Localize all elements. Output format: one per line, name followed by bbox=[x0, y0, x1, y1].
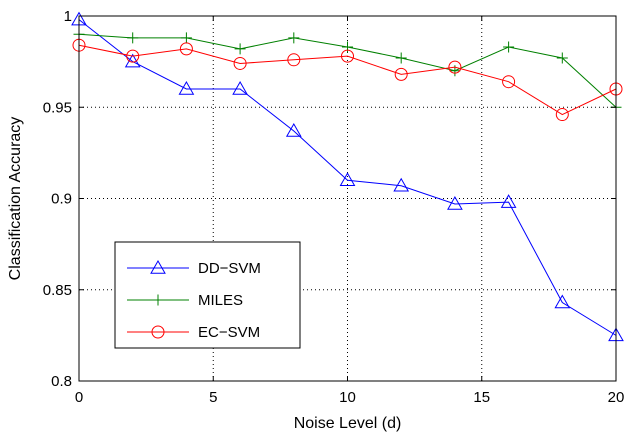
legend-entry-ec-svm: EC−SVM bbox=[127, 324, 260, 341]
data-point-dd-svm bbox=[285, 122, 302, 137]
data-point-ec-svm bbox=[233, 56, 247, 70]
data-point-dd-svm bbox=[232, 80, 248, 95]
x-tick-label: 15 bbox=[473, 389, 490, 406]
data-point-ec-svm bbox=[448, 60, 462, 74]
x-axis-title: Noise Level (d) bbox=[294, 415, 402, 432]
data-point-ec-svm bbox=[502, 75, 516, 89]
data-point-miles bbox=[234, 43, 246, 55]
x-tick-label: 0 bbox=[75, 389, 83, 406]
legend-box bbox=[114, 241, 301, 349]
series-line-dd-svm bbox=[78, 19, 617, 336]
data-point-ec-svm bbox=[341, 49, 354, 63]
data-point-miles bbox=[127, 32, 139, 44]
y-tick-label: 0.9 bbox=[51, 191, 72, 208]
data-point-dd-svm bbox=[500, 194, 517, 208]
y-tick-label: 0.85 bbox=[43, 282, 72, 299]
legend-marker bbox=[151, 325, 165, 339]
data-point-miles bbox=[556, 52, 568, 64]
data-point-dd-svm bbox=[339, 172, 356, 186]
data-point-ec-svm bbox=[555, 108, 569, 122]
data-point-miles bbox=[395, 52, 407, 64]
data-point-dd-svm bbox=[554, 294, 571, 309]
y-tick-label: 1 bbox=[64, 8, 72, 25]
data-point-dd-svm bbox=[393, 177, 410, 192]
data-point-ec-svm bbox=[287, 53, 301, 67]
x-tick-label: 5 bbox=[209, 389, 217, 406]
data-point-dd-svm bbox=[447, 195, 463, 210]
data-point-miles bbox=[288, 32, 300, 44]
legend: DD−SVM MILES EC−SVM bbox=[114, 241, 301, 349]
data-point-dd-svm bbox=[178, 80, 195, 95]
axis-ticks: 0 5 10 15 20 0.8 0.85 0.9 0.95 1 bbox=[43, 8, 625, 406]
y-tick-label: 0.95 bbox=[43, 99, 72, 116]
data-point-miles bbox=[342, 41, 353, 53]
legend-label: EC−SVM bbox=[198, 324, 260, 341]
data-point-ec-svm bbox=[179, 42, 193, 56]
legend-label: DD−SVM bbox=[198, 260, 261, 277]
legend-marker bbox=[152, 294, 164, 306]
data-point-ec-svm bbox=[394, 67, 408, 81]
legend-entry-miles: MILES bbox=[127, 292, 243, 309]
data-point-miles bbox=[180, 32, 192, 44]
data-point-ec-svm bbox=[126, 49, 140, 63]
series-line-ec-svm bbox=[78, 44, 617, 116]
series-layer bbox=[71, 11, 624, 342]
data-point-miles bbox=[503, 41, 515, 53]
y-axis-title: Classification Accuracy bbox=[7, 117, 24, 281]
y-tick-label: 0.8 bbox=[51, 373, 72, 390]
legend-entry-dd-svm: DD−SVM bbox=[127, 259, 261, 277]
legend-label: MILES bbox=[198, 292, 243, 309]
x-tick-label: 20 bbox=[608, 389, 625, 406]
legend-marker bbox=[150, 259, 166, 274]
x-tick-label: 10 bbox=[339, 389, 356, 406]
